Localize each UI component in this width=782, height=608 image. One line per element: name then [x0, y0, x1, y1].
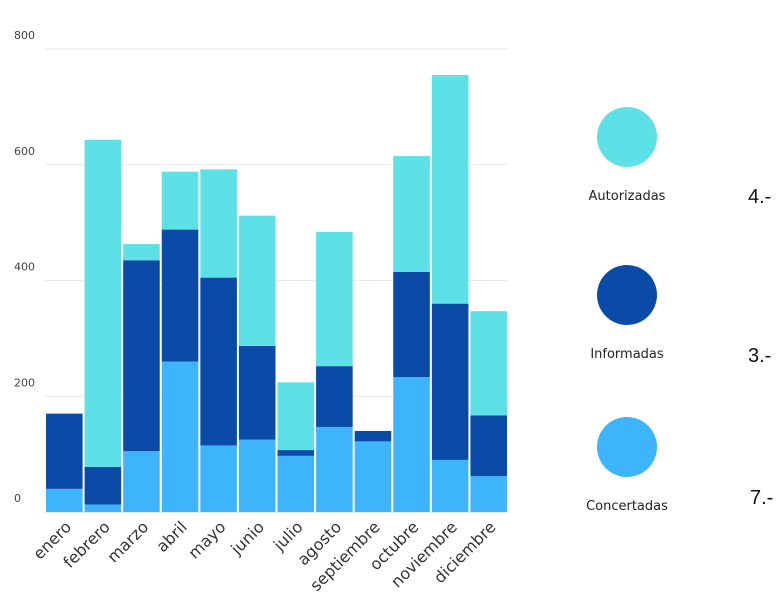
grid-lines: [45, 48, 508, 513]
bar-abril-autorizadas: [161, 171, 199, 230]
bar-octubre-concertadas: [393, 377, 430, 512]
bar-junio-informadas: [238, 345, 276, 440]
legend-item-autorizadas: Autorizadas: [557, 107, 697, 204]
bar-diciembre-autorizadas: [470, 311, 507, 416]
bars: [46, 75, 507, 512]
bar-julio-informadas: [277, 450, 315, 456]
y-tick-label: 0: [14, 492, 21, 505]
bar-junio-autorizadas: [238, 215, 276, 346]
side-note-1: 4.-: [748, 186, 772, 208]
bar-abril-informadas: [161, 229, 199, 362]
bar-noviembre-autorizadas: [431, 75, 469, 304]
legend-item-informadas: Informadas: [557, 265, 697, 362]
legend-swatch-informadas: [597, 265, 657, 325]
legend-swatch-concertadas: [597, 417, 657, 477]
x-tick-label-junio: junio: [226, 517, 268, 559]
y-tick-label: 800: [14, 29, 35, 42]
bar-febrero-autorizadas: [84, 139, 122, 467]
bar-abril-concertadas: [161, 361, 199, 512]
bar-septiembre-informadas: [354, 430, 392, 442]
bar-marzo-concertadas: [123, 451, 160, 512]
bar-marzo-autorizadas: [123, 244, 160, 261]
x-tick-label-marzo: marzo: [103, 517, 152, 566]
legend-label-informadas: Informadas: [590, 347, 664, 362]
bar-enero-informadas: [46, 413, 83, 489]
y-tick-label: 600: [14, 145, 35, 158]
legend-swatch-autorizadas: [597, 107, 657, 167]
bar-septiembre-concertadas: [354, 441, 392, 512]
bar-mayo-concertadas: [200, 445, 237, 512]
y-tick-labels: 0 200 400 600 800: [14, 29, 35, 505]
bar-noviembre-informadas: [431, 303, 469, 460]
bar-agosto-informadas: [316, 366, 353, 427]
bar-mayo-autorizadas: [200, 169, 237, 278]
y-tick-label: 200: [14, 376, 35, 389]
side-note-2: 3.-: [748, 345, 772, 367]
legend-label-autorizadas: Autorizadas: [588, 189, 666, 204]
side-note-3: 7.-: [750, 487, 774, 509]
bar-junio-concertadas: [238, 439, 276, 512]
bar-enero-concertadas: [46, 488, 83, 512]
legend-item-concertadas: Concertadas: [557, 417, 697, 514]
bar-mayo-informadas: [200, 277, 237, 446]
bar-diciembre-concertadas: [470, 476, 507, 512]
bar-febrero-concertadas: [84, 504, 122, 512]
bar-julio-autorizadas: [277, 382, 315, 451]
bar-noviembre-concertadas: [431, 459, 469, 512]
bar-octubre-informadas: [393, 271, 430, 378]
x-tick-label-mayo: mayo: [184, 517, 229, 562]
y-tick-label: 400: [14, 261, 35, 274]
bar-agosto-autorizadas: [316, 231, 353, 367]
bar-julio-concertadas: [277, 455, 315, 512]
legend-label-concertadas: Concertadas: [586, 499, 668, 514]
bar-diciembre-informadas: [470, 415, 507, 477]
bar-marzo-informadas: [123, 260, 160, 452]
bar-agosto-concertadas: [316, 426, 353, 512]
bar-febrero-informadas: [84, 466, 122, 505]
bar-octubre-autorizadas: [393, 156, 430, 272]
